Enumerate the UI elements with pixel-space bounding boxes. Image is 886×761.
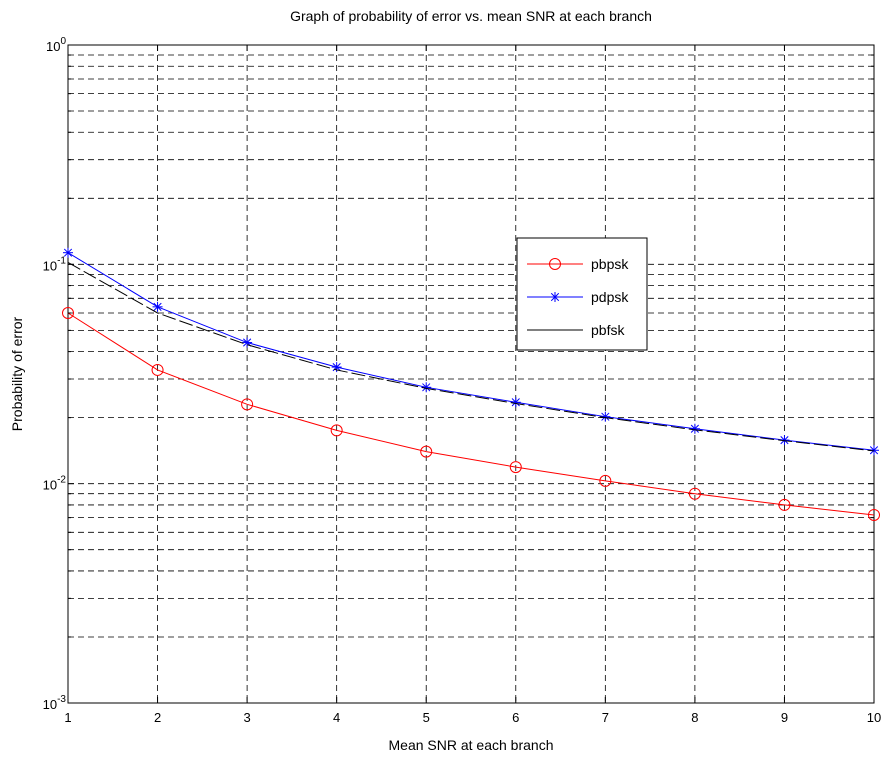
data-point-pbpsk: [151, 363, 164, 376]
data-point-pbpsk: [509, 461, 522, 474]
y-tick-label: 10-2: [43, 475, 67, 493]
legend-marker-pbpsk: [549, 258, 561, 270]
data-point-pbpsk: [599, 474, 612, 487]
grid: [68, 45, 874, 703]
x-tick-label: 5: [423, 710, 430, 725]
x-tick-label: 3: [243, 710, 250, 725]
legend-label-pdpsk: pdpsk: [591, 289, 629, 305]
y-tick-label: 10-1: [43, 255, 67, 273]
legend-label-pbfsk: pbfsk: [591, 322, 625, 338]
legend-box: [516, 237, 648, 351]
data-point-pbpsk: [62, 306, 74, 319]
y-tick-label: 10-3: [43, 694, 67, 712]
data-point-pbpsk: [420, 445, 433, 458]
data-point-pbpsk: [330, 424, 343, 437]
y-tick-label: 100: [46, 36, 66, 54]
x-tick-label: 2: [154, 710, 161, 725]
legend-label-pbpsk: pbpsk: [591, 256, 629, 272]
plot-frame: [67, 44, 875, 704]
x-tick-label: 1: [64, 710, 71, 725]
x-tick-label: 4: [333, 710, 340, 725]
x-axis-label: Mean SNR at each branch: [389, 737, 554, 753]
x-tick-label: 6: [512, 710, 519, 725]
series-line-pbfsk: [67, 262, 875, 452]
data-point-pdpsk: [689, 423, 700, 434]
data-point-pbpsk: [778, 498, 791, 511]
data-point-pbpsk: [868, 508, 880, 521]
x-tick-label: 8: [691, 710, 698, 725]
legend-marker-pdpsk: [550, 292, 560, 302]
data-point-pdpsk: [63, 247, 73, 258]
data-point-pdpsk: [869, 445, 879, 456]
legend: pbpsk pdpsk pbfsk: [516, 237, 648, 351]
y-axis-label: Probability of error: [9, 316, 25, 431]
series-line-pdpsk: [67, 252, 875, 451]
x-tick-label: 7: [602, 710, 609, 725]
data-point-pdpsk: [510, 397, 521, 408]
x-tick-label: 10: [867, 710, 881, 725]
chart-title: Graph of probability of error vs. mean S…: [290, 8, 652, 24]
data-point-pbpsk: [241, 398, 254, 411]
data-point-pbpsk: [688, 487, 701, 500]
data-point-pdpsk: [152, 301, 163, 312]
ticks-layer: 1 2 3 4 5 6 7 8 9 10 10-3 10-2 10-1 100: [43, 36, 882, 725]
series-layer: [62, 247, 880, 521]
series-line-pbpsk: [67, 312, 875, 516]
x-tick-label: 9: [781, 710, 788, 725]
